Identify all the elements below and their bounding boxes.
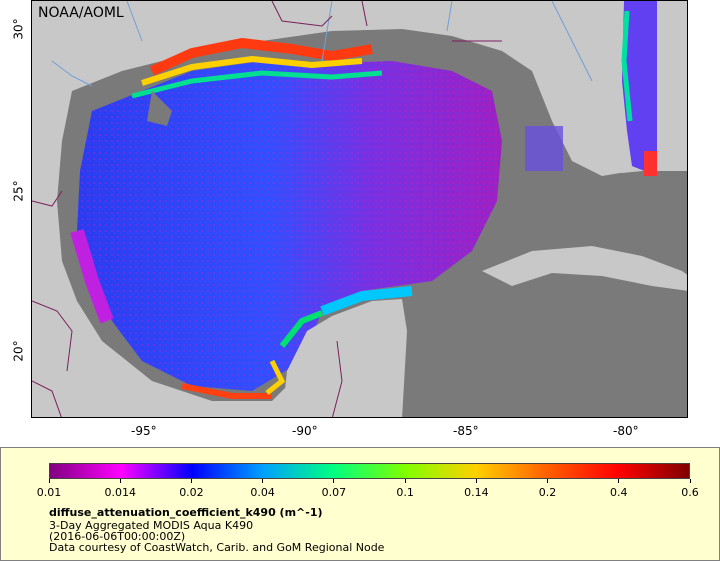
northern-coastal-band: [149, 38, 373, 76]
colorbar-tick: [689, 479, 691, 483]
colorbar-tick: [618, 479, 620, 483]
longitude-tick-label: -80°: [613, 424, 639, 438]
longitude-tick-label: -85°: [453, 424, 479, 438]
credit-label: NOAA/AOML: [38, 5, 124, 21]
longitude-tick-label: -90°: [292, 424, 318, 438]
longitude-tick-label: -95°: [131, 424, 157, 438]
colorbar-tick-label: 0.1: [396, 486, 414, 499]
latitude-tick-label: 20°: [11, 340, 26, 362]
cuba-island: [482, 246, 687, 291]
colorbar-tick: [48, 479, 50, 483]
yucatan-coastal-band: [320, 286, 413, 316]
colorbar-tick: [119, 479, 121, 483]
colorbar-tick-label: 0.4: [610, 486, 628, 499]
colorbar-tick: [333, 479, 335, 483]
borders: [32, 1, 502, 417]
atlantic-retrievals: [622, 1, 657, 176]
latitude-tick-label: 25°: [11, 180, 26, 202]
colorbar-tick-label: 0.04: [250, 486, 275, 499]
yucatan-peninsula: [282, 299, 407, 417]
colorbar-tick: [404, 479, 406, 483]
colorbar: [49, 463, 690, 479]
latitude-tick-label: 30°: [11, 18, 26, 40]
legend-panel: diffuse_attenuation_coefficient_k490 (m^…: [0, 447, 720, 561]
map-frame: NOAA/AOML: [31, 0, 688, 418]
colorbar-tick-label: 0.07: [321, 486, 347, 499]
colorbar-tick-label: 0.6: [681, 486, 699, 499]
colorbar-tick-label: 0.02: [179, 486, 204, 499]
colorbar-tick-label: 0.14: [464, 486, 489, 499]
colorbar-tick-label: 0.2: [538, 486, 557, 499]
colorbar-tick: [547, 479, 549, 483]
colorbar-tick-label: 0.014: [104, 486, 136, 499]
colorbar-tick: [190, 479, 192, 483]
florida-peninsula: [502, 1, 642, 173]
data-courtesy: Data courtesy of CoastWatch, Carib. and …: [49, 541, 385, 554]
colorbar-tick-label: 0.01: [36, 486, 62, 499]
colorbar-tick: [262, 479, 264, 483]
rivers: [51, 1, 593, 87]
map-canvas: [32, 1, 687, 417]
colorbar-tick: [475, 479, 477, 483]
variable-name: diffuse_attenuation_coefficient_k490 (m^…: [49, 506, 323, 519]
time-range: (2016-06-06T00:00:00Z): [49, 530, 186, 543]
dataset-name: 3-Day Aggregated MODIS Aqua K490: [49, 519, 254, 532]
